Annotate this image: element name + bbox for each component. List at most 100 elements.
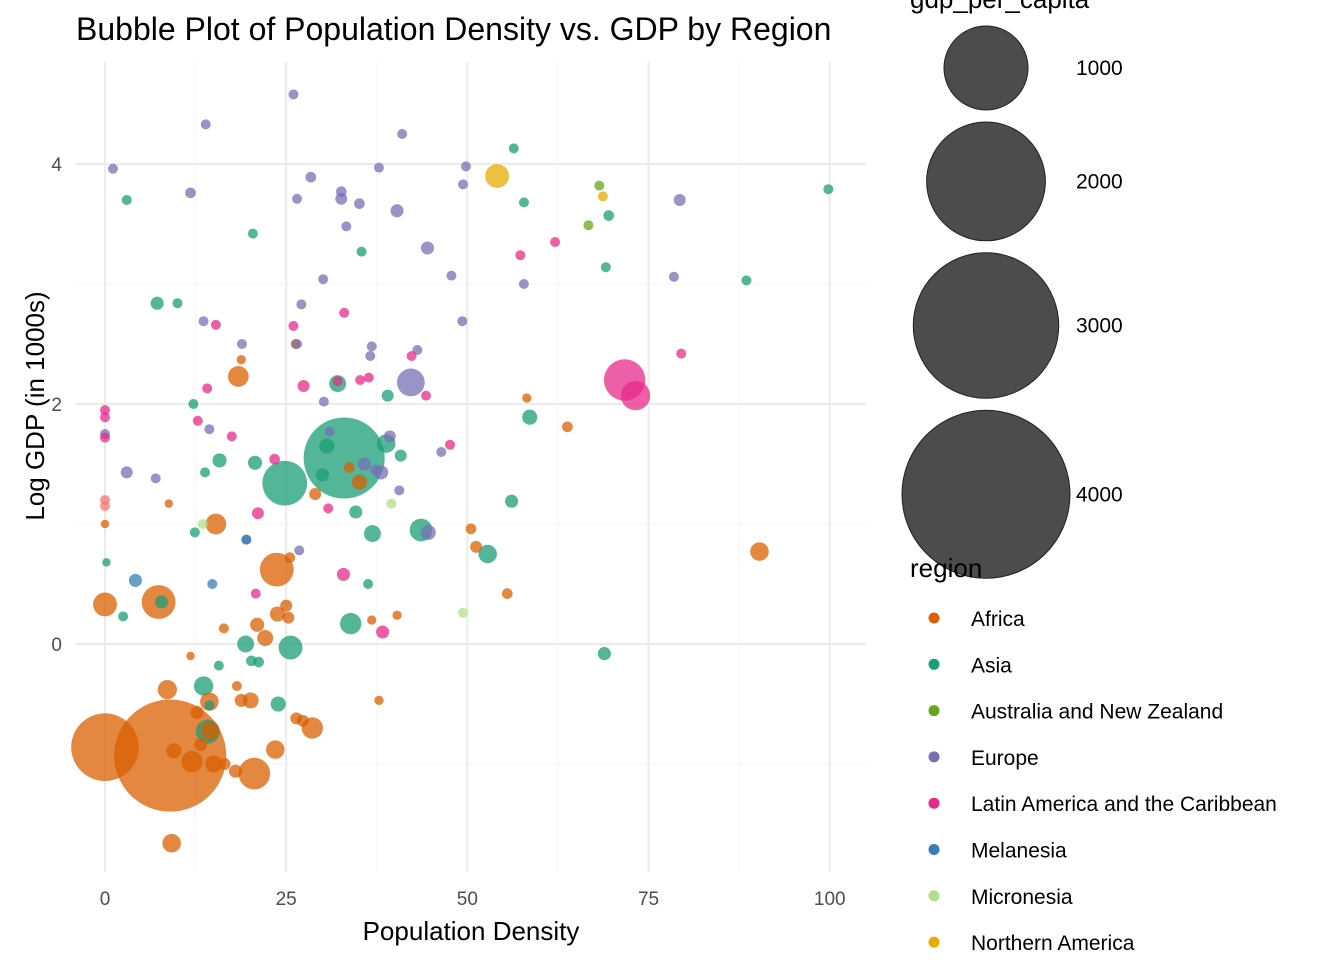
bubble-point: [292, 339, 303, 349]
bubble-point: [257, 629, 274, 647]
legend-label: Africa: [971, 608, 1025, 631]
axis-ticks: 0 25 50 75 100 0 2 4: [51, 155, 845, 910]
bubble-point: [188, 399, 199, 409]
bubble-point: [323, 503, 334, 514]
bubble-point: [205, 513, 227, 535]
bubble-point: [373, 162, 384, 173]
legend-key: [928, 705, 940, 717]
legend-label: Northern America: [971, 932, 1135, 955]
x-axis-title: Population Density: [363, 916, 580, 946]
bubble-point: [228, 764, 242, 778]
bubble-point: [460, 161, 471, 172]
bubble-point: [600, 262, 611, 273]
bubble-point: [204, 700, 215, 711]
bubble-point: [213, 660, 224, 671]
bubble-point: [518, 279, 529, 289]
bubble-point: [374, 695, 384, 706]
bubble-point: [194, 738, 208, 752]
bubble-point: [550, 237, 561, 247]
bubble-point: [562, 421, 573, 433]
bubble-point: [205, 755, 223, 773]
legend-label: Australia and New Zealand: [971, 701, 1223, 724]
bubble-point: [315, 468, 329, 482]
bubble-point: [390, 204, 404, 218]
bubble-point: [335, 186, 347, 197]
bubble-point: [363, 579, 374, 589]
bubble-point: [218, 758, 231, 770]
bubble-point: [392, 610, 402, 620]
size-legend-key: [926, 121, 1046, 242]
bubble-point: [397, 129, 408, 139]
bubble-point: [118, 611, 129, 622]
bubble-point: [457, 316, 468, 327]
bubble-point: [485, 164, 510, 188]
bubble-point: [186, 651, 195, 661]
x-tick-label: 25: [276, 889, 297, 910]
bubble-point: [436, 447, 447, 457]
bubble-point: [128, 573, 142, 587]
x-tick-label: 100: [814, 889, 846, 910]
bubble-point: [262, 460, 308, 506]
color-legend-title: region: [910, 553, 982, 583]
bubble-point: [250, 588, 261, 599]
bubble-point: [518, 197, 529, 208]
bubble-point: [192, 415, 203, 426]
bubble-point: [376, 625, 390, 639]
size-legend-label: 1000: [1076, 57, 1123, 80]
bubble-point: [505, 494, 519, 508]
legend-key: [928, 890, 940, 902]
bubble-point: [318, 396, 329, 407]
bubble-point: [269, 453, 280, 465]
bubble-point: [597, 647, 611, 661]
bubble-point: [603, 210, 615, 221]
bubble-point: [470, 540, 483, 553]
bubble-point: [420, 524, 436, 540]
bubble-point: [297, 380, 310, 392]
bubble-point: [458, 607, 469, 618]
bubble-point: [266, 740, 285, 759]
bubble-point: [394, 449, 407, 462]
legend-label: Micronesia: [971, 886, 1073, 909]
legend-key: [928, 797, 940, 809]
bubble-point: [673, 194, 686, 206]
bubble-point: [339, 612, 362, 635]
bubble-point: [210, 319, 221, 330]
legend-key: [928, 936, 940, 948]
bubble-point: [241, 534, 252, 545]
bubble-point: [190, 705, 204, 719]
bubble-point: [172, 298, 183, 309]
bubble-point: [741, 275, 752, 286]
bubble-point: [164, 499, 173, 508]
bubble-point: [157, 679, 177, 700]
bubble-point: [458, 179, 469, 190]
bubble-point: [121, 195, 132, 205]
bubble-point: [668, 271, 679, 282]
bubble-point: [198, 316, 209, 327]
bubble-point: [99, 405, 110, 415]
color-legend: region Africa Asia Australia and New Zeala…: [910, 553, 1277, 955]
bubble-point: [212, 453, 227, 468]
bubble-point: [231, 681, 242, 691]
bubble-point: [332, 376, 343, 387]
bubble-point: [247, 228, 258, 239]
bubble-point: [351, 474, 367, 490]
y-tick-label: 0: [51, 635, 62, 656]
bubble-point: [251, 507, 264, 520]
bubble-point: [386, 498, 397, 509]
bubble-point: [676, 348, 687, 359]
bubble-point: [71, 713, 139, 782]
bubble-point: [189, 527, 200, 538]
y-tick-label: 4: [51, 155, 62, 176]
bubble-point: [365, 351, 376, 361]
legend-label: Latin America and the Caribbean: [971, 793, 1277, 816]
bubble-point: [444, 439, 455, 450]
y-axis-title: Log GDP (in 1000s): [20, 291, 50, 520]
bubble-point: [236, 339, 247, 349]
size-legend: gdp_per_capita 1000 2000 3000 4000: [901, 0, 1123, 579]
bubble-point: [508, 143, 519, 154]
bubble-point: [318, 274, 329, 285]
bubble-point: [253, 656, 264, 668]
bubble-point: [339, 307, 350, 318]
legend-label: Melanesia: [971, 840, 1067, 863]
bubble-point: [296, 714, 309, 727]
